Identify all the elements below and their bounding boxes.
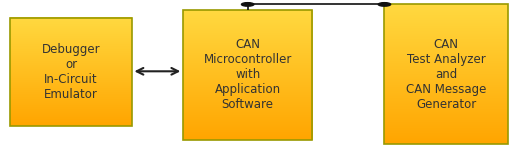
Circle shape — [378, 3, 391, 6]
Text: Debugger
or
In-Circuit
Emulator: Debugger or In-Circuit Emulator — [42, 43, 100, 101]
Text: CAN BUS: CAN BUS — [313, 0, 360, 1]
Bar — [183, 10, 312, 140]
Text: CAN
Microcontroller
with
Application
Software: CAN Microcontroller with Application Sof… — [203, 39, 292, 111]
Bar — [384, 4, 508, 144]
Text: CAN
Test Analyzer
and
CAN Message
Generator: CAN Test Analyzer and CAN Message Genera… — [406, 38, 487, 111]
Bar — [10, 18, 132, 126]
Circle shape — [241, 3, 254, 6]
